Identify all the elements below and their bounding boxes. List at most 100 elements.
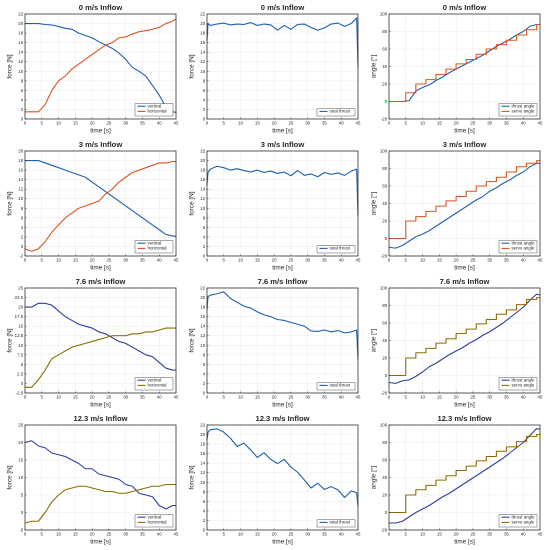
y-tick-label: 12 xyxy=(18,187,23,192)
x-tick-label: 40 xyxy=(157,532,162,537)
chart-panel-11: 0 5 10 15 20 25 30 35 40 45 0 2 4 6 8 10 12 14 16 18 20 22 12.… xyxy=(189,414,361,546)
x-tick-label: 5 xyxy=(405,258,408,263)
legend-entry: servo angle xyxy=(512,109,535,114)
x-tick-label: 30 xyxy=(123,395,128,400)
y-tick-label: 5 xyxy=(21,362,24,367)
series-line-vertical xyxy=(24,22,177,113)
y-tick-label: 0 xyxy=(385,510,388,515)
x-tick-label: 20 xyxy=(90,258,95,263)
series-line-horizontal xyxy=(24,18,177,113)
y-tick-label: 20 xyxy=(382,82,387,87)
x-tick-label: 20 xyxy=(454,258,459,263)
y-tick-label: 20 xyxy=(200,432,205,437)
y-tick-label: 60 xyxy=(382,184,387,189)
legend-entry: servo angle xyxy=(512,520,535,525)
legend-entry: horizontal xyxy=(148,246,167,251)
x-tick-label: 15 xyxy=(255,532,260,537)
x-tick-label: 0 xyxy=(24,258,27,263)
chart-title: 7.6 m/s Inflow xyxy=(258,277,308,286)
x-tick-label: 35 xyxy=(322,532,327,537)
series-line-total-thrust xyxy=(206,428,359,507)
x-tick-label: 0 xyxy=(24,532,27,537)
y-tick-label: 12 xyxy=(200,470,205,475)
x-tick-label: 5 xyxy=(41,258,44,263)
x-tick-label: 45 xyxy=(174,532,179,537)
x-tick-label: 40 xyxy=(339,395,344,400)
y-tick-label: 17.5 xyxy=(15,314,24,319)
chart-title: 7.6 m/s Inflow xyxy=(440,277,490,286)
x-tick-label: 25 xyxy=(470,532,475,537)
x-tick-label: 30 xyxy=(305,258,310,263)
x-tick-label: 25 xyxy=(470,121,475,126)
chart-title: 7.6 m/s Inflow xyxy=(76,277,126,286)
y-tick-label: 8 xyxy=(203,78,206,83)
y-tick-label: 20 xyxy=(200,295,205,300)
plot-area xyxy=(206,287,359,394)
x-tick-label: 20 xyxy=(90,532,95,537)
x-tick-label: 15 xyxy=(437,532,442,537)
x-tick-label: 40 xyxy=(157,395,162,400)
y-tick-label: 18 xyxy=(18,31,23,36)
x-tick-label: 30 xyxy=(487,258,492,263)
x-tick-label: 5 xyxy=(223,258,226,263)
y-axis-label: force [N] xyxy=(7,54,14,78)
y-tick-label: 40 xyxy=(382,475,387,480)
chart-panel-5: 0 5 10 15 20 25 30 35 40 45 0 2 4 6 8 10 12 14 16 18 20 22 3 m… xyxy=(189,140,361,272)
y-tick-label: 10 xyxy=(200,480,205,485)
x-axis-label: time [s] xyxy=(272,402,293,409)
x-axis-label: time [s] xyxy=(90,539,111,546)
x-tick-label: 30 xyxy=(123,532,128,537)
y-tick-label: 4 xyxy=(21,97,24,102)
x-axis-label: time [s] xyxy=(454,265,475,272)
legend-entry: total thrust xyxy=(330,520,351,525)
y-tick-label: 20 xyxy=(18,440,23,445)
y-tick-label: 100 xyxy=(380,286,388,291)
x-tick-label: 0 xyxy=(24,121,27,126)
x-tick-label: 20 xyxy=(272,258,277,263)
y-axis-label: force [N] xyxy=(7,465,14,489)
series-line-servo-angle xyxy=(388,23,541,103)
y-tick-label: 0 xyxy=(203,528,206,533)
legend-box xyxy=(316,245,356,254)
series-line-vertical xyxy=(24,302,177,371)
y-tick-label: -20 xyxy=(381,391,388,396)
x-tick-label: 0 xyxy=(388,258,391,263)
legend-entry: vertical xyxy=(148,103,162,108)
chart-title: 3 m/s Inflow xyxy=(261,140,305,149)
y-axis-label: angle [°] xyxy=(370,192,378,216)
x-axis-label: time [s] xyxy=(90,265,111,272)
y-tick-label: 10 xyxy=(18,475,23,480)
x-tick-label: 45 xyxy=(538,121,543,126)
y-tick-label: 18 xyxy=(200,168,205,173)
x-tick-label: 15 xyxy=(73,395,78,400)
y-tick-label: 16 xyxy=(200,451,205,456)
x-tick-label: 25 xyxy=(288,121,293,126)
series-line-vertical xyxy=(24,159,177,237)
y-tick-label: -2.5 xyxy=(16,391,24,396)
x-tick-label: 30 xyxy=(305,532,310,537)
y-tick-label: 8 xyxy=(21,206,24,211)
y-tick-label: 6 xyxy=(203,225,206,230)
y-tick-label: 20 xyxy=(382,493,387,498)
x-tick-label: 20 xyxy=(454,532,459,537)
y-tick-label: 20 xyxy=(18,149,23,154)
chart-title: 3 m/s Inflow xyxy=(79,140,123,149)
chart-title: 12.3 m/s Inflow xyxy=(73,414,127,423)
y-tick-label: 0 xyxy=(21,381,24,386)
x-tick-label: 15 xyxy=(437,121,442,126)
y-tick-label: 40 xyxy=(382,338,387,343)
y-tick-label: 0 xyxy=(385,99,388,104)
x-tick-label: 25 xyxy=(470,395,475,400)
y-tick-label: 5 xyxy=(21,493,24,498)
x-tick-label: 35 xyxy=(140,532,145,537)
x-tick-label: 40 xyxy=(339,258,344,263)
y-tick-label: 4 xyxy=(21,225,24,230)
x-tick-label: 15 xyxy=(437,395,442,400)
x-tick-label: 5 xyxy=(41,532,44,537)
y-tick-label: 80 xyxy=(382,29,387,34)
y-tick-label: 6 xyxy=(21,88,24,93)
y-tick-label: 22 xyxy=(18,12,23,17)
plot-frame xyxy=(206,13,359,120)
y-tick-label: 6 xyxy=(203,499,206,504)
